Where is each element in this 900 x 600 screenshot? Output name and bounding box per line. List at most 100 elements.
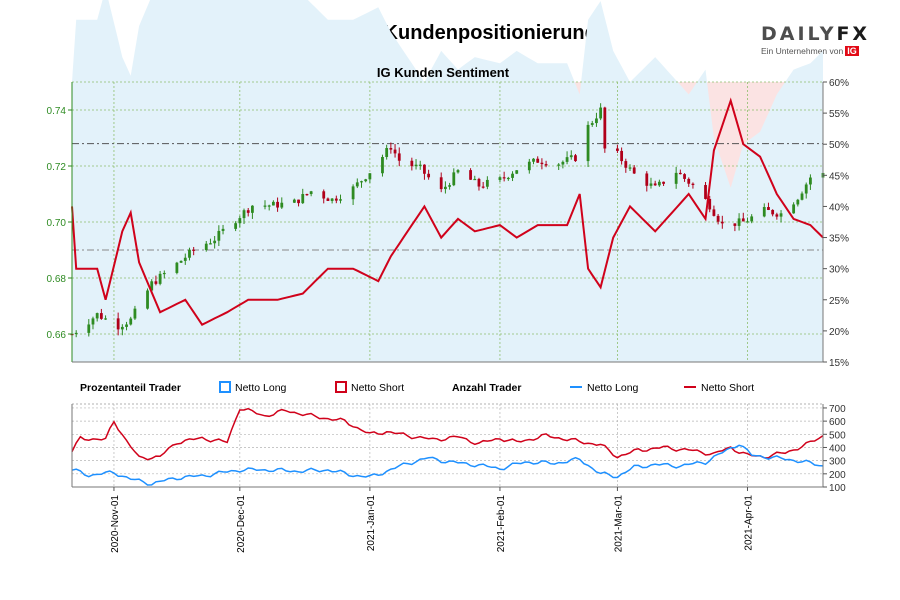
candle-up [158, 273, 162, 284]
candle-up [414, 164, 418, 167]
candle-down [574, 155, 577, 162]
candle-down [305, 194, 309, 196]
candle-down [389, 148, 393, 150]
candle-down [99, 313, 103, 319]
right-tick-label: 40% [829, 202, 849, 213]
right-tick-label: 60% [829, 78, 849, 89]
right-tick-label: 500 [829, 430, 846, 441]
candle-down [322, 191, 326, 199]
candle-up [280, 202, 284, 208]
x-tick-label: 2021-Jan-01 [366, 495, 377, 552]
left-tick-label: 0.74 [47, 106, 67, 117]
candle-down [624, 161, 628, 168]
left-tick-label: 0.68 [47, 274, 67, 285]
candle-up [804, 184, 808, 194]
candle-up [221, 228, 225, 231]
netto-short-percent-line [71, 97, 824, 326]
candle-down [691, 183, 695, 186]
logo-daily: DAILY [761, 23, 837, 45]
left-tick-label: 0.70 [47, 218, 67, 229]
candle-up [104, 318, 107, 320]
candle-down [767, 207, 770, 210]
legend-swatch-box [219, 381, 231, 393]
candle-down [540, 162, 544, 165]
long-zone-area [72, 0, 823, 362]
right-tick-label: 35% [829, 234, 849, 245]
candle-up [498, 177, 502, 180]
candle-up [779, 213, 783, 217]
legend-label: Netto Short [701, 382, 754, 394]
candle-up [330, 198, 334, 201]
left-tick-label: 0.72 [47, 162, 67, 173]
legend-header: Prozentanteil Trader [80, 382, 181, 394]
right-tick-label: 300 [829, 457, 846, 468]
right-tick-label: 20% [829, 327, 849, 338]
candle-up [473, 178, 477, 181]
right-tick-label: 200 [829, 470, 846, 481]
candle-up [456, 170, 460, 173]
right-tick-label: 700 [829, 404, 846, 415]
candle-down [116, 318, 120, 330]
logo-ig-badge: IG [845, 46, 859, 56]
candle-down [276, 201, 279, 208]
candle-down [410, 160, 414, 167]
legend-header: Anzahl Trader [452, 382, 521, 394]
netto-long-count-line [71, 444, 824, 486]
candle-up [515, 170, 519, 174]
candle-up [360, 181, 363, 183]
x-tick-label: 2020-Dec-01 [236, 495, 247, 553]
candle-down [716, 215, 720, 222]
candle-up [87, 324, 91, 333]
candle-up [746, 221, 749, 223]
candle-up [204, 243, 208, 251]
legend-swatch-box [335, 381, 347, 393]
legend-label: Netto Long [235, 382, 287, 394]
x-tick-label: 2021-Feb-01 [496, 495, 507, 553]
candle-up [351, 186, 355, 200]
candle-up [452, 172, 456, 186]
candle-up [263, 205, 267, 207]
candle-up [792, 204, 796, 214]
candle-down [620, 150, 624, 162]
candle-up [271, 201, 275, 206]
candle-down [662, 181, 665, 184]
candle-up [485, 179, 489, 187]
candle-up [590, 123, 594, 125]
candle-up [217, 230, 221, 241]
candle-up [175, 262, 179, 273]
candle-up [238, 218, 242, 224]
candle-up [74, 332, 78, 335]
candle-down [477, 178, 481, 187]
x-tick-label: 2021-Mar-01 [613, 495, 624, 553]
candle-up [628, 167, 632, 169]
candle-down [683, 174, 686, 179]
candle-down [154, 281, 158, 284]
right-tick-label: 100 [829, 483, 846, 494]
candle-up [91, 318, 95, 325]
candle-up [162, 272, 166, 275]
candle-up [368, 173, 372, 180]
candle-down [616, 148, 619, 151]
x-tick-label: 2021-Apr-01 [743, 495, 754, 551]
candle-up [355, 182, 359, 187]
candle-down [423, 164, 426, 174]
candle-up [444, 186, 447, 190]
candle-down [733, 223, 737, 226]
candle-up [506, 177, 510, 180]
candle-up [561, 161, 565, 165]
legend-label: Netto Short [351, 382, 404, 394]
candle-up [95, 313, 99, 319]
candle-up [565, 157, 569, 162]
candle-up [657, 181, 661, 186]
candle-down [708, 198, 712, 210]
candle-down [645, 173, 649, 186]
candle-up [532, 158, 535, 162]
candle-up [292, 199, 296, 203]
candle-up [234, 223, 238, 229]
candle-up [188, 249, 191, 258]
candle-down [775, 214, 779, 217]
candle-up [599, 107, 603, 119]
candle-down [326, 198, 330, 201]
candle-up [557, 164, 561, 166]
